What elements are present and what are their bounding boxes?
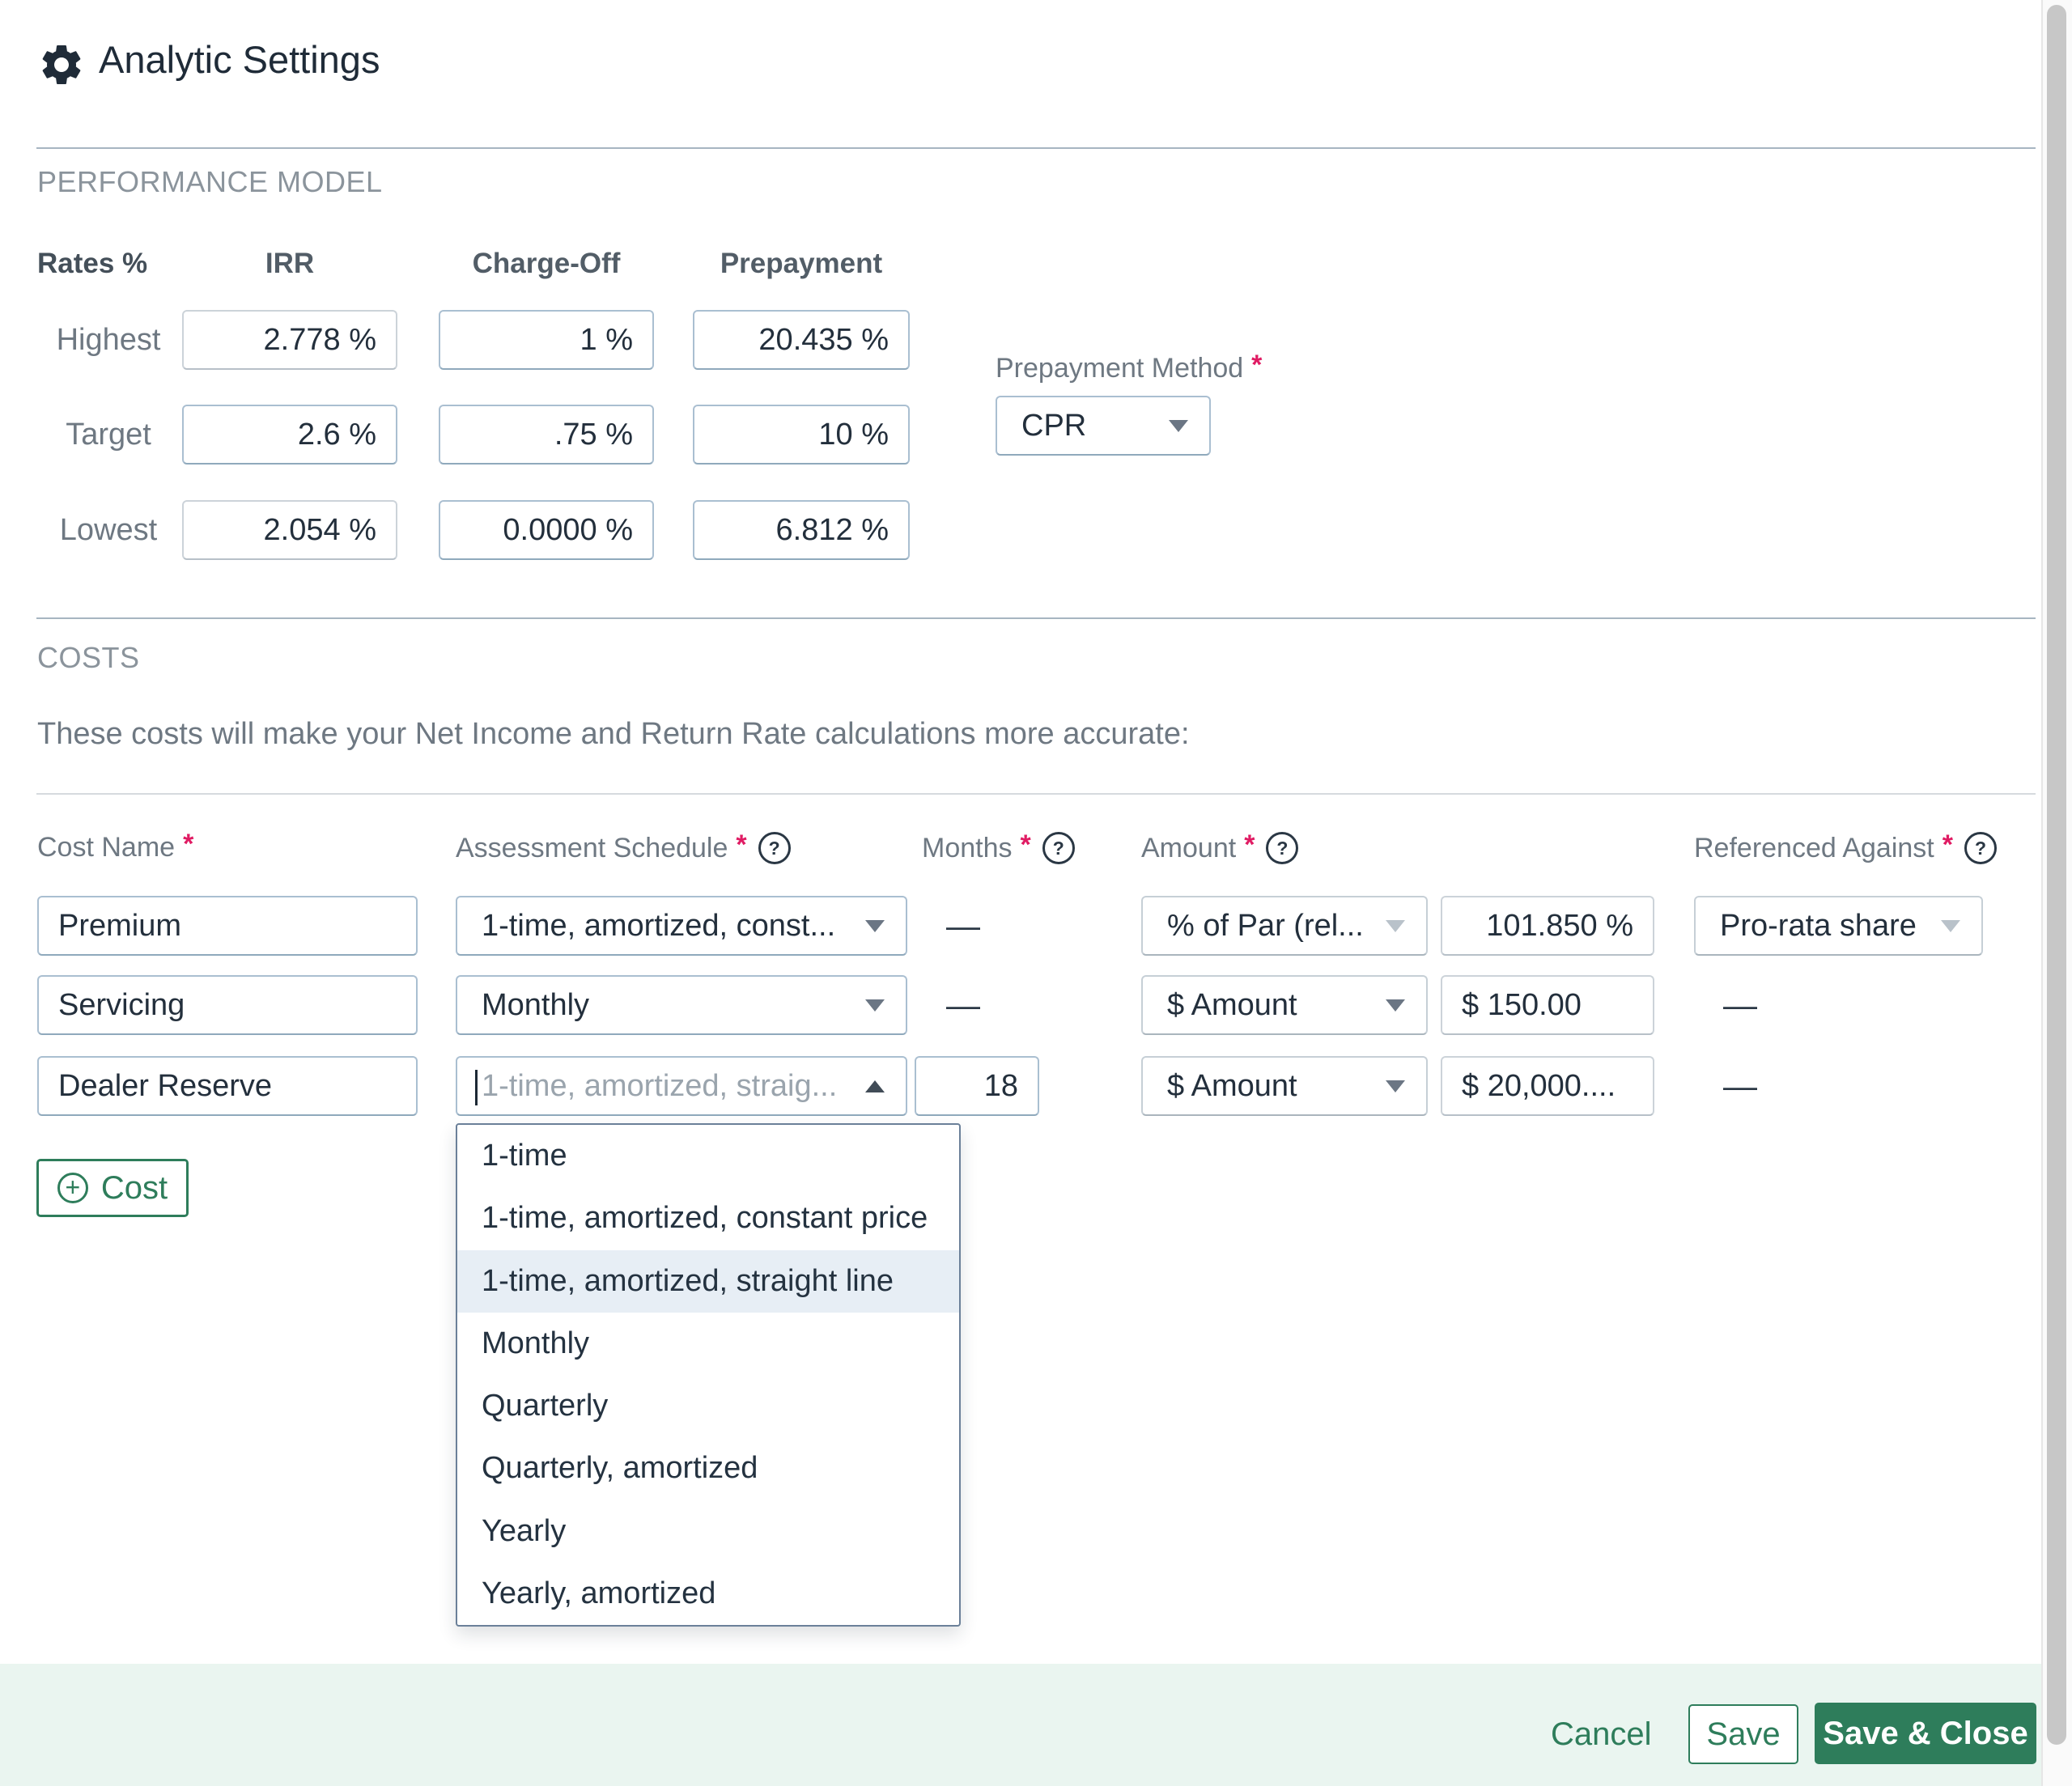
page-title: Analytic Settings bbox=[99, 38, 380, 81]
cost-name-input[interactable] bbox=[37, 975, 418, 1035]
save-and-close-button[interactable]: Save & Close bbox=[1815, 1703, 2036, 1764]
chevron-down-icon bbox=[1169, 419, 1188, 432]
required-asterisk: * bbox=[1942, 829, 1953, 860]
performance-section-title: PERFORMANCE MODEL bbox=[37, 165, 383, 198]
dropdown-option[interactable]: Quarterly bbox=[482, 1389, 609, 1423]
chevron-down-icon bbox=[1386, 919, 1405, 932]
chargeoff-lowest-input[interactable] bbox=[439, 500, 654, 560]
dropdown-option[interactable]: 1-time, amortized, constant price bbox=[482, 1201, 928, 1236]
rate-row-label-lowest: Lowest bbox=[59, 513, 158, 547]
months-column-header: Months * ? bbox=[922, 829, 1075, 864]
amount-type-select[interactable]: % of Par (rel... bbox=[1141, 896, 1428, 956]
add-cost-button[interactable]: + Cost bbox=[36, 1159, 189, 1217]
required-asterisk: * bbox=[1244, 829, 1255, 860]
dropdown-option[interactable]: Yearly, amortized bbox=[482, 1576, 716, 1610]
months-empty-dash: — bbox=[946, 906, 980, 944]
add-cost-label: Cost bbox=[100, 1169, 168, 1206]
amount-value-input[interactable] bbox=[1441, 975, 1654, 1035]
gear-icon bbox=[42, 45, 81, 84]
chevron-down-icon bbox=[1386, 1080, 1405, 1092]
dropdown-option[interactable]: Monthly bbox=[482, 1326, 590, 1360]
prepayment-method-value: CPR bbox=[1021, 408, 1087, 443]
chevron-down-icon bbox=[1386, 999, 1405, 1012]
rate-row-label-highest: Highest bbox=[56, 323, 161, 357]
prepayment-lowest-input[interactable] bbox=[693, 500, 910, 560]
costs-description: These costs will make your Net Income an… bbox=[37, 717, 1190, 751]
irr-lowest-input[interactable] bbox=[182, 500, 397, 560]
prepayment-target-input[interactable] bbox=[693, 405, 910, 465]
dropdown-option-highlighted[interactable]: 1-time, amortized, straight line bbox=[457, 1249, 959, 1313]
schedule-value: 1-time, amortized, const... bbox=[482, 908, 836, 943]
schedule-placeholder: 1-time, amortized, straig... bbox=[482, 1068, 838, 1103]
amount-value-input[interactable] bbox=[1441, 1056, 1654, 1116]
prepayment-method-select[interactable]: CPR bbox=[996, 396, 1211, 456]
required-asterisk: * bbox=[183, 829, 194, 859]
plus-circle-icon: + bbox=[57, 1173, 88, 1203]
irr-target-input[interactable] bbox=[182, 405, 397, 465]
cost-name-input[interactable] bbox=[37, 1056, 418, 1116]
help-icon[interactable]: ? bbox=[1964, 832, 1997, 864]
cost-name-input[interactable] bbox=[37, 896, 418, 956]
chargeoff-target-input[interactable] bbox=[439, 405, 654, 465]
dropdown-option[interactable]: Yearly bbox=[482, 1513, 567, 1548]
irr-column-header: IRR bbox=[265, 248, 315, 279]
chevron-down-icon bbox=[1941, 919, 1960, 932]
schedule-combobox-open[interactable]: 1-time, amortized, straig... bbox=[456, 1056, 907, 1116]
chargeoff-column-header: Charge-Off bbox=[472, 248, 621, 279]
schedule-dropdown-menu: 1-time 1-time, amortized, constant price… bbox=[456, 1123, 961, 1627]
rates-column-header: Rates % bbox=[37, 248, 148, 279]
chevron-down-icon bbox=[865, 999, 885, 1012]
prepayment-highest-input[interactable] bbox=[693, 310, 910, 370]
amount-type-select[interactable]: $ Amount bbox=[1141, 1056, 1428, 1116]
chargeoff-highest-input[interactable] bbox=[439, 310, 654, 370]
help-icon[interactable]: ? bbox=[1042, 832, 1075, 864]
schedule-select[interactable]: 1-time, amortized, const... bbox=[456, 896, 907, 956]
costs-section-title: COSTS bbox=[37, 641, 140, 674]
prepayment-method-label: Prepayment Method * bbox=[996, 350, 1263, 384]
cost-name-header-text: Cost Name bbox=[37, 832, 176, 863]
chevron-down-icon bbox=[865, 919, 885, 932]
required-asterisk: * bbox=[1020, 829, 1031, 860]
header-divider bbox=[36, 147, 2036, 149]
months-header-text: Months bbox=[922, 832, 1013, 863]
schedule-header-text: Assessment Schedule bbox=[456, 832, 728, 863]
referenced-header-text: Referenced Against bbox=[1694, 832, 1934, 863]
costs-table-divider bbox=[36, 793, 2036, 795]
amount-type-value: % of Par (rel... bbox=[1167, 908, 1364, 943]
amount-value-input[interactable] bbox=[1441, 896, 1654, 956]
amount-type-value: $ Amount bbox=[1167, 987, 1297, 1022]
referenced-value: Pro-rata share bbox=[1720, 908, 1917, 943]
help-icon[interactable]: ? bbox=[758, 832, 791, 864]
help-icon[interactable]: ? bbox=[1266, 832, 1299, 864]
irr-highest-input[interactable] bbox=[182, 310, 397, 370]
chevron-up-icon bbox=[865, 1080, 885, 1092]
referenced-empty-dash: — bbox=[1723, 986, 1757, 1024]
cancel-button[interactable]: Cancel bbox=[1551, 1716, 1652, 1752]
amount-column-header: Amount * ? bbox=[1141, 829, 1299, 864]
scrollbar-thumb[interactable] bbox=[2047, 5, 2066, 1745]
schedule-select[interactable]: Monthly bbox=[456, 975, 907, 1035]
months-empty-dash: — bbox=[946, 986, 980, 1024]
rate-row-label-target: Target bbox=[66, 418, 151, 452]
dropdown-option[interactable]: Quarterly, amortized bbox=[482, 1451, 758, 1486]
referenced-select[interactable]: Pro-rata share bbox=[1694, 896, 1983, 956]
cost-name-column-header: Cost Name * bbox=[37, 829, 194, 863]
amount-type-select[interactable]: $ Amount bbox=[1141, 975, 1428, 1035]
required-asterisk: * bbox=[736, 829, 747, 860]
save-button[interactable]: Save bbox=[1688, 1704, 1798, 1764]
costs-top-divider bbox=[36, 617, 2036, 619]
schedule-value: Monthly bbox=[482, 987, 590, 1022]
referenced-empty-dash: — bbox=[1723, 1067, 1757, 1105]
prepayment-column-header: Prepayment bbox=[720, 248, 883, 279]
text-cursor bbox=[475, 1070, 478, 1105]
amount-type-value: $ Amount bbox=[1167, 1068, 1297, 1103]
required-asterisk: * bbox=[1251, 350, 1263, 380]
dropdown-option[interactable]: 1-time bbox=[482, 1139, 567, 1173]
months-input[interactable] bbox=[915, 1056, 1039, 1116]
amount-header-text: Amount bbox=[1141, 832, 1237, 863]
prepayment-method-label-text: Prepayment Method bbox=[996, 353, 1244, 384]
schedule-column-header: Assessment Schedule * ? bbox=[456, 829, 791, 864]
referenced-column-header: Referenced Against * ? bbox=[1694, 829, 1997, 864]
